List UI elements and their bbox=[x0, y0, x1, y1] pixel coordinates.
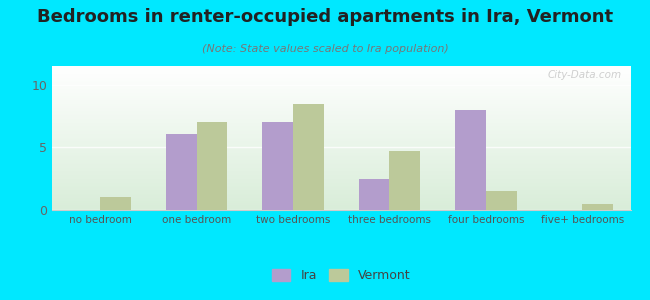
Bar bbox=[100, 197, 131, 210]
Bar bbox=[293, 103, 324, 210]
Bar bbox=[389, 151, 421, 210]
Text: City-Data.com: City-Data.com bbox=[548, 70, 622, 80]
Bar bbox=[196, 122, 227, 210]
Bar bbox=[486, 191, 517, 210]
Bar bbox=[359, 179, 389, 210]
Legend: Ira, Vermont: Ira, Vermont bbox=[266, 264, 416, 287]
Bar bbox=[166, 134, 196, 210]
Bar bbox=[582, 204, 613, 210]
Bar bbox=[262, 122, 293, 210]
Text: Bedrooms in renter-occupied apartments in Ira, Vermont: Bedrooms in renter-occupied apartments i… bbox=[37, 8, 613, 26]
Bar bbox=[455, 110, 486, 210]
Text: (Note: State values scaled to Ira population): (Note: State values scaled to Ira popula… bbox=[202, 44, 448, 53]
